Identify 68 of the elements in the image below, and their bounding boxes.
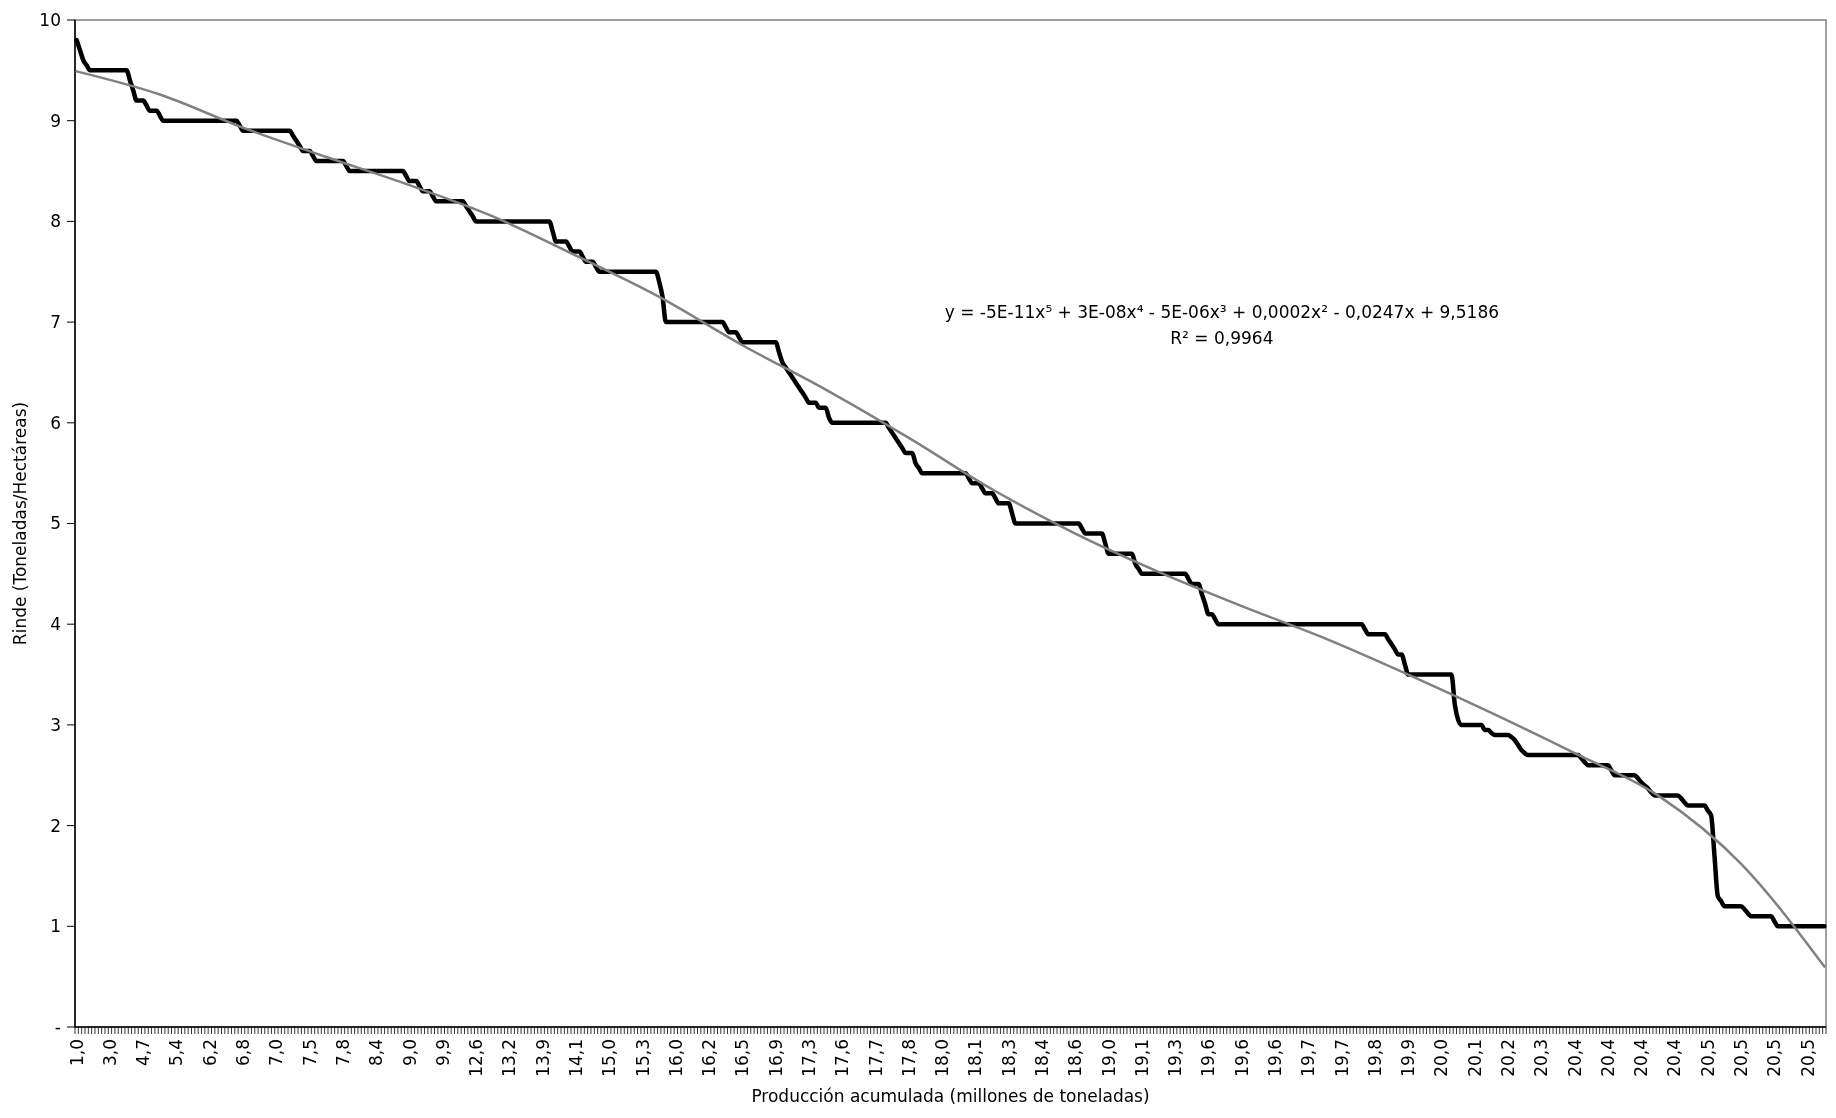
- x-tick-label: 18,6: [1065, 1039, 1086, 1077]
- x-tick-label: 19,9: [1398, 1039, 1419, 1077]
- x-tick-label: 19,7: [1331, 1039, 1352, 1077]
- x-tick-label: 20,5: [1697, 1039, 1718, 1077]
- x-tick-label: 17,8: [898, 1039, 919, 1077]
- x-tick-label: 19,0: [1098, 1039, 1119, 1077]
- y-tick-label: 1: [50, 916, 61, 937]
- x-tick-label: 7,5: [299, 1039, 320, 1067]
- x-tick-label: 18,4: [1031, 1039, 1052, 1077]
- x-tick-label: 3,0: [99, 1039, 120, 1067]
- y-tick-label: 3: [50, 714, 61, 735]
- y-tick-label: 8: [50, 211, 61, 232]
- x-tick-label: 5,4: [166, 1039, 187, 1067]
- x-tick-label: 20,4: [1664, 1039, 1685, 1077]
- x-tick-label: 16,0: [665, 1039, 686, 1077]
- x-tick-label: 20,4: [1597, 1039, 1618, 1077]
- x-tick-label: 18,0: [932, 1039, 953, 1077]
- x-tick-label: 20,5: [1797, 1039, 1818, 1077]
- x-tick-label: 16,9: [765, 1039, 786, 1077]
- x-tick-label: 19,6: [1265, 1039, 1286, 1077]
- x-tick-label: 7,8: [332, 1039, 353, 1067]
- x-tick-label: 19,6: [1198, 1039, 1219, 1077]
- y-tick-label: 5: [50, 513, 61, 534]
- x-tick-label: 20,4: [1564, 1039, 1585, 1077]
- x-tick-label: 4,7: [133, 1039, 154, 1067]
- x-tick-label: 19,1: [1131, 1039, 1152, 1077]
- y-tick-label: 7: [50, 312, 61, 333]
- x-tick-label: 9,9: [432, 1039, 453, 1067]
- x-tick-label: 19,6: [1231, 1039, 1252, 1077]
- x-tick-label: 20,4: [1631, 1039, 1652, 1077]
- x-tick-label: 20,1: [1464, 1039, 1485, 1077]
- x-tick-label: 13,2: [499, 1039, 520, 1077]
- x-tick-label: 17,3: [798, 1039, 819, 1077]
- x-tick-label: 6,8: [233, 1039, 254, 1067]
- x-tick-label: 20,5: [1731, 1039, 1752, 1077]
- x-tick-label: 19,8: [1364, 1039, 1385, 1077]
- y-tick-label: 6: [50, 412, 61, 433]
- x-tick-label: 14,1: [565, 1039, 586, 1077]
- x-tick-label: 18,1: [965, 1039, 986, 1077]
- x-axis-title: Producción acumulada (millones de toneladas): [751, 1086, 1150, 1106]
- annotation: y = -5E-11x⁵ + 3E-08x⁴ - 5E-06x³ + 0,0002x² - 0,0247x + 9,5186: [944, 302, 1500, 322]
- x-tick-label: 19,7: [1298, 1039, 1319, 1077]
- y-tick-label: 9: [50, 110, 61, 131]
- x-tick-label: 7,0: [266, 1039, 287, 1067]
- y-tick-label: -: [54, 1016, 61, 1037]
- y-tick-label: 2: [50, 815, 61, 836]
- y-tick-label: 4: [50, 614, 61, 635]
- x-tick-label: 9,0: [399, 1039, 420, 1067]
- x-tick-label: 17,7: [865, 1039, 886, 1077]
- x-tick-label: 19,3: [1165, 1039, 1186, 1077]
- x-tick-label: 8,4: [366, 1039, 387, 1067]
- x-tick-label: 15,0: [599, 1039, 620, 1077]
- x-tick-label: 16,5: [732, 1039, 753, 1077]
- x-tick-label: 6,2: [199, 1039, 220, 1067]
- x-tick-label: 20,5: [1764, 1039, 1785, 1077]
- x-tick-label: 17,6: [832, 1039, 853, 1077]
- x-tick-label: 20,0: [1431, 1039, 1452, 1077]
- x-tick-label: 20,3: [1531, 1039, 1552, 1077]
- x-tick-label: 12,6: [466, 1039, 487, 1077]
- annotation: R² = 0,9964: [1170, 328, 1274, 348]
- x-tick-label: 1,0: [66, 1039, 87, 1067]
- y-axis-title: Rinde (Toneladas/Hectáreas): [10, 401, 30, 646]
- x-tick-label: 20,2: [1498, 1039, 1519, 1077]
- x-tick-label: 13,9: [532, 1039, 553, 1077]
- x-tick-label: 16,2: [699, 1039, 720, 1077]
- x-tick-label: 15,3: [632, 1039, 653, 1077]
- x-tick-label: 18,3: [998, 1039, 1019, 1077]
- y-tick-label: 10: [39, 9, 61, 30]
